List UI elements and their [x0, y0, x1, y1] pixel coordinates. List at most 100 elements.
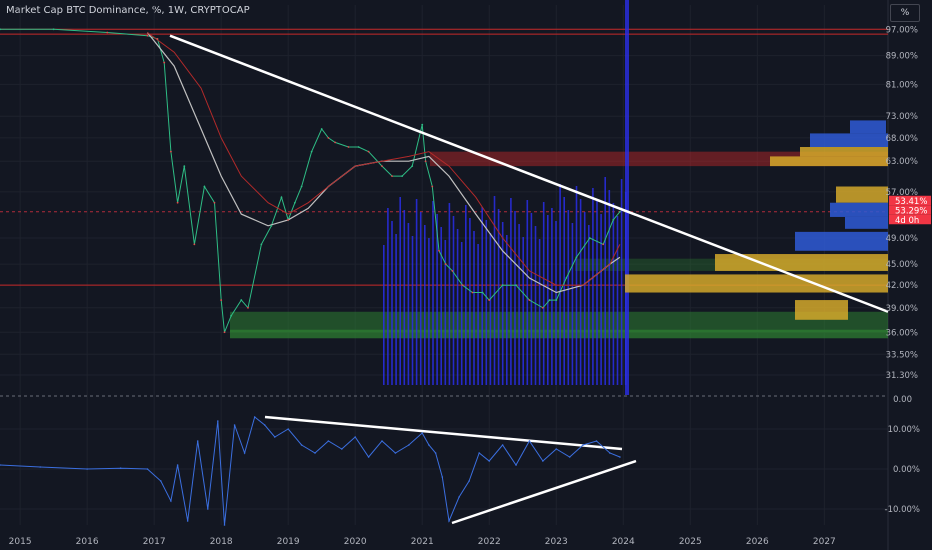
- price-point: [327, 136, 330, 139]
- oscillator-point: [515, 464, 517, 466]
- volume-bar: [432, 201, 434, 385]
- x-tick-label: 2025: [679, 537, 702, 547]
- price-point: [555, 299, 558, 301]
- oscillator-point: [595, 440, 598, 442]
- oscillator-point: [300, 444, 303, 446]
- volume-bar: [387, 208, 389, 385]
- ma-slow-line: [147, 32, 621, 286]
- oscillator-point: [394, 452, 397, 454]
- oscillator-point: [314, 452, 316, 454]
- price-point: [619, 210, 621, 213]
- price-point: [203, 185, 206, 188]
- volume-bar: [485, 220, 488, 385]
- price-point: [515, 284, 517, 287]
- price-point: [391, 175, 393, 178]
- volume-bar: [579, 199, 582, 385]
- unit-toggle-button[interactable]: %: [890, 4, 920, 22]
- volume-bar: [567, 210, 570, 385]
- price-point: [106, 31, 109, 34]
- volume-bar: [551, 208, 553, 385]
- volume-bar: [559, 184, 561, 385]
- oscillator-point: [381, 440, 383, 442]
- time-marker: [625, 0, 629, 395]
- profile-bar: [625, 274, 888, 293]
- osc-upper-trendline: [264, 415, 623, 451]
- current-price-label-bg: [889, 205, 931, 215]
- osc-lower-trendline: [451, 459, 637, 525]
- oscillator-point: [582, 444, 584, 446]
- volume-bar: [411, 236, 414, 385]
- price-point: [310, 150, 313, 153]
- volume-bar: [571, 223, 574, 385]
- x-tick-label: 2015: [9, 537, 32, 547]
- x-tick-label: 2024: [612, 537, 635, 547]
- volume-bars: [383, 177, 627, 385]
- profile-bar: [830, 202, 888, 217]
- y-tick-label: 81.00%: [886, 80, 918, 90]
- volume-bar: [456, 229, 459, 385]
- chart-title: Market Cap BTC Dominance, %, 1W, CRYPTOC…: [6, 5, 250, 16]
- price-point: [411, 165, 414, 168]
- price-point: [424, 160, 427, 163]
- oscillator-point: [223, 524, 226, 526]
- descending-trendline: [169, 34, 889, 313]
- price-point: [481, 291, 484, 294]
- y-tick-label: 89.00%: [886, 52, 918, 62]
- y-tick-label: 49.00%: [886, 234, 918, 244]
- volume-bar: [616, 216, 619, 385]
- current-price-label: 4d 0h: [895, 216, 919, 226]
- current-price-label: 53.41%: [895, 197, 927, 207]
- volume-bar: [596, 201, 598, 385]
- x-tick-label: 2017: [143, 537, 166, 547]
- oscillator-point: [253, 416, 256, 418]
- price-point: [320, 128, 323, 130]
- volume-bar: [518, 224, 520, 385]
- osc-y-tick-label: 0.00%: [893, 465, 920, 475]
- oscillator-point: [327, 440, 330, 442]
- y-tick-label: 63.00%: [886, 157, 918, 167]
- oscillator-point: [434, 452, 437, 454]
- y-tick-label: 33.50%: [886, 350, 918, 360]
- profile-bar: [795, 231, 888, 251]
- price-point: [260, 243, 263, 246]
- profile-bar: [795, 300, 848, 320]
- volume-bar: [407, 223, 410, 385]
- volume-bar: [604, 177, 606, 385]
- oscillator-point: [146, 468, 149, 470]
- x-tick-label: 2023: [545, 537, 568, 547]
- volume-bar: [465, 205, 467, 385]
- price-point: [300, 185, 303, 188]
- axes-layer: 2015 2016 2017 2018 2019 2020 2021 2022 2023 2024…: [9, 25, 931, 547]
- volume-bar: [497, 209, 500, 385]
- price-point: [156, 38, 159, 40]
- price-point: [146, 34, 149, 37]
- oscillator-point: [176, 464, 179, 466]
- oscillator-point: [568, 456, 571, 458]
- volume-bar: [452, 216, 455, 385]
- price-series-line: [0, 28, 621, 333]
- oscillator-point: [186, 520, 189, 522]
- x-tick-label: 2026: [746, 537, 769, 547]
- x-tick-label: 2020: [344, 537, 367, 547]
- osc-y-tick-label: -10.00%: [885, 505, 920, 515]
- volume-bar: [403, 210, 406, 385]
- zero-tick-label: 0.00: [893, 395, 912, 405]
- volume-bar: [489, 233, 492, 385]
- volume-bar: [415, 199, 418, 385]
- volume-bar: [419, 212, 422, 385]
- volume-bar: [612, 203, 615, 385]
- price-point: [293, 201, 296, 204]
- oscillator-point: [119, 467, 122, 470]
- trendlines-layer: [169, 34, 889, 525]
- zones-layer: [0, 0, 888, 395]
- oscillator-point: [478, 452, 480, 454]
- price-point: [183, 165, 186, 168]
- volume-bar: [547, 215, 549, 385]
- y-tick-label: 39.00%: [886, 304, 918, 314]
- price-point: [461, 284, 464, 287]
- price-point: [230, 314, 233, 317]
- volume-bar: [583, 212, 586, 385]
- volume-bar: [555, 221, 557, 385]
- oscillator-point: [421, 432, 424, 434]
